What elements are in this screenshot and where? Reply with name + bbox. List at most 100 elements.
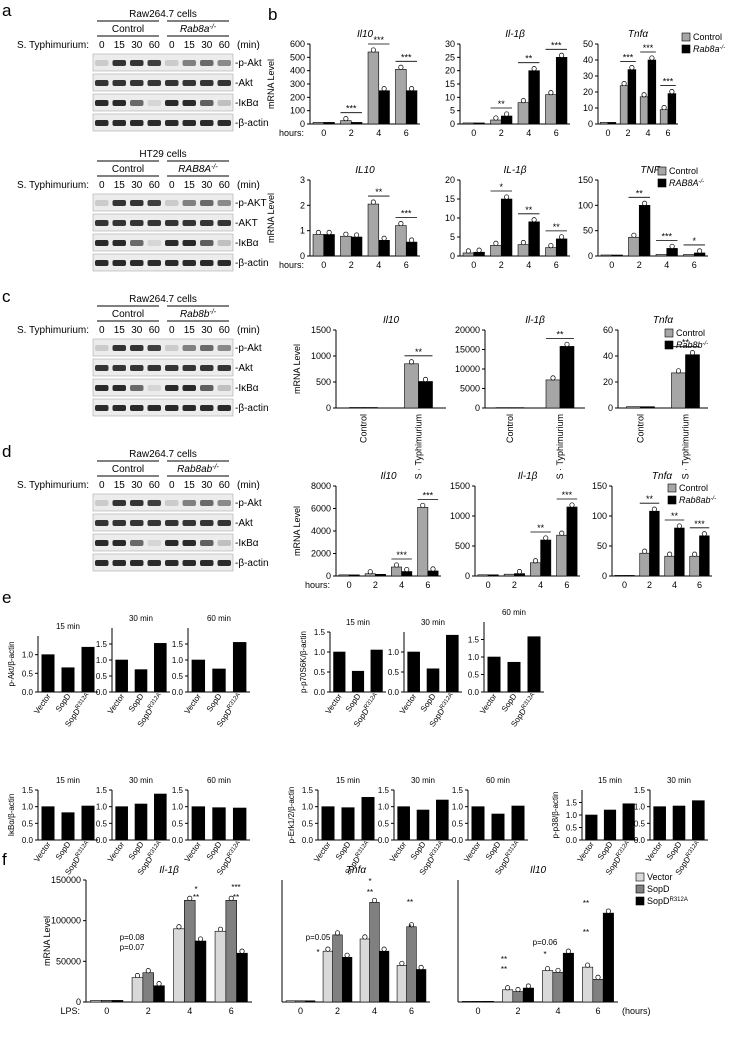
blot-band [130, 100, 144, 106]
legend-entry: Vector [647, 872, 673, 882]
y-tick-label: 40 [603, 351, 613, 361]
significance-annotation: ** [501, 955, 507, 964]
data-point [525, 983, 531, 989]
y-tick-label: 0 [465, 571, 470, 581]
x-tick-label: SopD [54, 692, 73, 714]
chart-b4: 0 1 2 3 IL10 mRNA Level 0 2 4 ** 6 *** hours: [266, 165, 420, 270]
bar [232, 807, 247, 841]
blot-band [147, 260, 161, 266]
timepoint-label: 0 [99, 40, 105, 51]
data-point [418, 964, 424, 971]
bar [212, 668, 226, 693]
blot-band [217, 260, 231, 266]
blot-band [95, 220, 109, 226]
y-tick-label: 1000 [311, 351, 331, 361]
x-tick-label: 2 [335, 1006, 340, 1016]
data-point [343, 116, 349, 122]
y-tick-label: 0.0 [96, 688, 108, 697]
timepoint-label: 15 [184, 325, 196, 336]
y-tick-label: 100 [578, 200, 593, 210]
data-point [669, 243, 675, 249]
blot-cell-line: Raw264.7 cells [129, 9, 197, 20]
significance-annotation: p=0.08 [120, 933, 145, 942]
y-tick-label: 1.5 [302, 786, 314, 795]
blot-band [147, 540, 161, 546]
y-tick-label: 1.5 [96, 640, 108, 649]
group-label-control: Control [112, 309, 144, 320]
y-tick-label: 3 [300, 175, 305, 185]
x-tick-label: Control [505, 414, 515, 443]
y-tick-label: 0.0 [566, 836, 578, 845]
protein-label: -IκBα [235, 238, 259, 249]
bar [446, 634, 459, 693]
bar [115, 659, 128, 693]
chart-title: 30 min [129, 614, 153, 623]
blot-band [182, 500, 196, 506]
group-label-control: Control [112, 164, 144, 175]
data-point [675, 368, 682, 374]
x-tick-label: 2 [625, 128, 630, 138]
chart-title: 15 min [598, 776, 622, 785]
infection-label: S. Typhimurium: [17, 180, 89, 191]
blot-band [217, 385, 231, 391]
chart-f2: Tnfα 0 2 4 6 [281, 865, 430, 1016]
y-tick-label: 0.0 [22, 836, 34, 845]
data-point [701, 531, 707, 537]
y-tick-label: 0.5 [22, 819, 34, 828]
x-tick-label: Vector [462, 840, 483, 864]
bar [321, 806, 335, 841]
blot-band [130, 260, 144, 266]
x-tick-label: Vector [106, 840, 127, 864]
x-tick-label: S · Typhimurium [555, 414, 565, 479]
protein-label: -Akt [235, 518, 253, 529]
chart-title: Il-1β [518, 471, 538, 482]
blot-band [165, 240, 179, 246]
chart-title: 60 min [207, 776, 231, 785]
y-axis-label: IκBα/β-actin [7, 794, 16, 837]
bar [685, 354, 700, 409]
chart-title: Tnfα [628, 29, 648, 40]
x-tick-label: 4 [526, 260, 531, 270]
data-point [381, 235, 387, 241]
significance-mark: ** [636, 188, 644, 198]
bar [312, 122, 325, 125]
bar [542, 970, 554, 1003]
data-point [641, 92, 647, 98]
x-tick-label: 2 [373, 580, 378, 590]
legend-swatch [657, 166, 667, 176]
blot-band [182, 385, 196, 391]
x-tick-label: Vector [398, 692, 419, 716]
blot-band [147, 385, 161, 391]
infection-label: S. Typhimurium: [17, 480, 89, 491]
chart-title: 30 min [411, 776, 435, 785]
chart-b5: 0 5 10 15 20 IL-1β 0 2 * 4 ** 6 ** [445, 165, 570, 270]
data-point [420, 502, 426, 508]
bar [395, 225, 407, 257]
significance-mark: ** [525, 205, 533, 215]
data-point [550, 375, 556, 381]
data-point [315, 229, 321, 236]
blot-strip [92, 378, 234, 397]
x-tick-label: 6 [229, 1006, 234, 1016]
bar [622, 803, 635, 841]
chart-e4: 0.0 0.5 1.0 1.5 15 min p-p70S6K/β-actin Vector… [299, 618, 386, 729]
bar [640, 406, 655, 409]
bar [585, 814, 598, 841]
protein-label: -p-Akt [235, 58, 262, 69]
bar [611, 254, 623, 257]
y-tick-label: 20 [445, 175, 455, 185]
bar [462, 1001, 474, 1003]
y-axis-label: p-Erk1/2/β-actin [287, 787, 296, 844]
x-tick-label: 6 [665, 128, 670, 138]
data-point [651, 506, 657, 512]
data-point [370, 47, 376, 53]
x-tick-label: 0 [609, 260, 614, 270]
y-tick-label: 200 [290, 92, 305, 102]
blot-band [130, 540, 144, 546]
chart-title: Il10 [357, 29, 374, 40]
data-point [409, 86, 415, 92]
y-tick-label: 1.5 [172, 786, 184, 795]
data-point [642, 200, 648, 206]
